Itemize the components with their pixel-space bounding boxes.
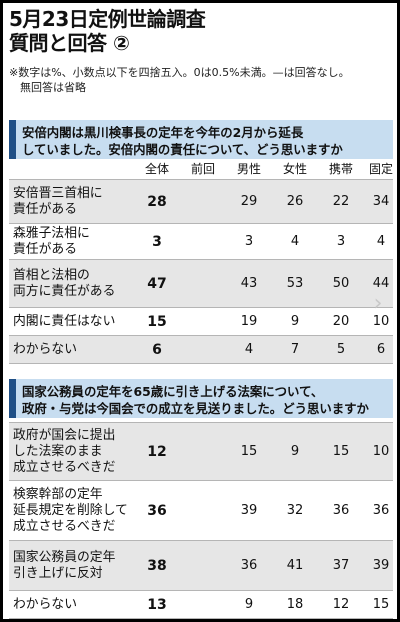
- notes: ※数字は%、小数点以下を四捨五入。0は0.5%未満。—は回答なし。 無回答は省略: [9, 65, 393, 95]
- value-overall: 47: [147, 275, 167, 292]
- value-overall: 15: [147, 313, 167, 330]
- value-cell: 43: [240, 276, 258, 291]
- row-label: 首相と法相の 両方に責任がある: [13, 267, 116, 299]
- value-cell: 9: [244, 597, 254, 612]
- value-overall: 36: [147, 502, 167, 519]
- value-cell: 15: [372, 597, 390, 612]
- value-overall: 13: [147, 596, 167, 613]
- value-cell: 9: [290, 444, 300, 459]
- table-row: 内閣に責任はない 15 19 9 20 10: [9, 307, 393, 335]
- row-label: 検察幹部の定年 延長規定を削除して 成立させるべきだ: [13, 486, 128, 534]
- value-cell: 41: [286, 558, 304, 573]
- row-label: わからない: [13, 596, 77, 612]
- value-cell: 9: [290, 314, 300, 329]
- value-cell: 3: [244, 234, 254, 249]
- value-cell: 50: [332, 276, 350, 291]
- table-row: 検察幹部の定年 延長規定を削除して 成立させるべきだ 36 39 32 36 36: [9, 480, 393, 540]
- table-row: 首相と法相の 両方に責任がある 47 43 53 50 44: [9, 259, 393, 307]
- value-cell: 37: [332, 558, 350, 573]
- row-label: わからない: [13, 341, 77, 357]
- table-bottom-rule: [9, 363, 393, 364]
- question-header: 国家公務員の定年を65歳に引き上げる法案について、政府・与党は今国会での成立を見…: [9, 379, 393, 418]
- value-cell: 18: [286, 597, 304, 612]
- row-label: 安倍晋三首相に 責任がある: [13, 185, 103, 217]
- row-label: 森雅子法相に 責任がある: [13, 225, 90, 257]
- table-row: 国家公務員の定年 引き上げに反対 38 36 41 37 39: [9, 540, 393, 590]
- value-overall: 6: [152, 341, 162, 358]
- value-cell: 34: [372, 194, 390, 209]
- question-text-line: していました。安倍内閣の責任について、どう思いますか: [22, 142, 343, 157]
- page-title: 5月23日定例世論調査 質問と回答 ②: [9, 7, 206, 55]
- value-cell: 36: [240, 558, 258, 573]
- value-cell: 36: [332, 503, 350, 518]
- row-label: 政府が国会に提出 した法案のまま 成立させるべきだ: [13, 427, 116, 475]
- table-bottom-rule: [9, 618, 393, 619]
- value-cell: 26: [286, 194, 304, 209]
- column-headers: 全体 前回 男性 女性 携帯 固定: [9, 159, 393, 179]
- table-row: わからない 13 9 18 12 15: [9, 590, 393, 618]
- question-text-line: 政府・与党は今国会での成立を見送りました。どう思いますか: [22, 401, 369, 416]
- value-cell: 6: [376, 342, 386, 357]
- value-cell: 3: [336, 234, 346, 249]
- title-line-2: 質問と回答 ②: [9, 31, 130, 55]
- column-header: 前回: [190, 162, 215, 176]
- table-row: 安倍晋三首相に 責任がある 28 29 26 22 34: [9, 179, 393, 223]
- question-text-line: 国家公務員の定年を65歳に引き上げる法案について、: [22, 384, 324, 399]
- question-header: 安倍内閣は黒川検事長の定年を今年の2月から延長していました。安倍内閣の責任につい…: [9, 120, 393, 159]
- value-cell: 53: [286, 276, 304, 291]
- value-cell: 20: [332, 314, 350, 329]
- value-cell: 15: [240, 444, 258, 459]
- table-row: わからない 6 4 7 5 6: [9, 335, 393, 363]
- value-cell: 36: [372, 503, 390, 518]
- value-overall: 38: [147, 557, 167, 574]
- title-line-1: 5月23日定例世論調査: [9, 7, 206, 31]
- row-label: 国家公務員の定年 引き上げに反対: [13, 549, 116, 581]
- value-cell: 10: [372, 314, 390, 329]
- column-header: 全体: [144, 162, 169, 176]
- value-cell: 12: [332, 597, 350, 612]
- question-text-line: 安倍内閣は黒川検事長の定年を今年の2月から延長: [22, 125, 304, 140]
- table-row: 森雅子法相に 責任がある 3 3 4 3 4: [9, 223, 393, 259]
- value-cell: 32: [286, 503, 304, 518]
- value-cell: 44: [372, 276, 390, 291]
- value-cell: 39: [372, 558, 390, 573]
- column-header: 男性: [236, 162, 261, 176]
- value-cell: 22: [332, 194, 350, 209]
- value-cell: 5: [336, 342, 346, 357]
- chevron-right-icon[interactable]: ›: [373, 291, 383, 316]
- value-cell: 15: [332, 444, 350, 459]
- column-header: 携帯: [328, 162, 353, 176]
- value-overall: 3: [152, 233, 162, 250]
- column-header: 女性: [282, 162, 307, 176]
- column-header: 固定: [368, 162, 393, 176]
- note-line-2: 無回答は省略: [20, 81, 86, 94]
- table-row: 政府が国会に提出 した法案のまま 成立させるべきだ 12 15 9 15 10: [9, 422, 393, 480]
- value-cell: 4: [376, 234, 386, 249]
- row-label: 内閣に責任はない: [13, 313, 116, 329]
- value-overall: 12: [147, 443, 167, 460]
- value-cell: 7: [290, 342, 300, 357]
- value-cell: 4: [290, 234, 300, 249]
- note-line-1: ※数字は%、小数点以下を四捨五入。0は0.5%未満。—は回答なし。: [9, 66, 350, 79]
- value-cell: 10: [372, 444, 390, 459]
- value-cell: 4: [244, 342, 254, 357]
- value-cell: 39: [240, 503, 258, 518]
- value-overall: 28: [147, 193, 167, 210]
- value-cell: 29: [240, 194, 258, 209]
- survey-card: 5月23日定例世論調査 質問と回答 ② ※数字は%、小数点以下を四捨五入。0は0…: [3, 3, 397, 619]
- value-cell: 19: [240, 314, 258, 329]
